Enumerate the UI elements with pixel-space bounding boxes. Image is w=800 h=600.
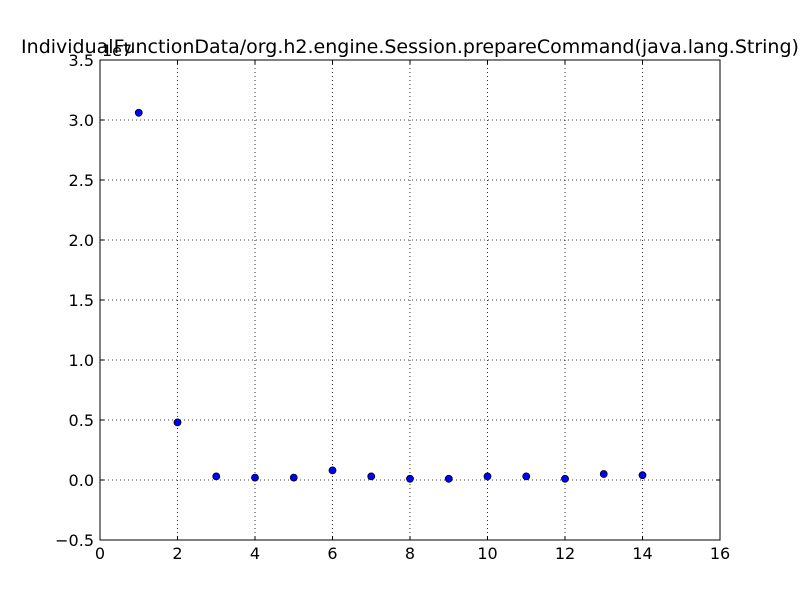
x-tick-label: 0 — [95, 544, 105, 563]
y-axis-offset-label: 1e7 — [102, 41, 132, 60]
x-tick-label: 2 — [172, 544, 182, 563]
y-tick-label: 0.5 — [69, 411, 94, 430]
data-point — [328, 466, 337, 475]
y-tick-label: 2.5 — [69, 171, 94, 190]
data-point — [444, 474, 453, 483]
y-tick-label: 2.0 — [69, 231, 94, 250]
y-tick-label: −0.5 — [55, 531, 94, 550]
chart-title: IndividualFunctionData/org.h2.engine.Ses… — [21, 36, 799, 58]
data-point — [173, 418, 182, 427]
x-tick-label: 14 — [632, 544, 652, 563]
grid-lines — [100, 60, 720, 540]
x-tick-label: 4 — [250, 544, 260, 563]
data-point — [522, 472, 531, 481]
tick-labels: 0 2 4 6 8 10 12 14 16 −0.5 0.0 0.5 1.0 1.5 2.0 2.5 3.0 3.… — [55, 51, 730, 563]
axis-ticks — [99, 59, 721, 541]
y-tick-label: 0.0 — [69, 471, 94, 490]
data-point — [289, 473, 298, 482]
data-point — [599, 470, 608, 478]
x-tick-label: 6 — [327, 544, 337, 563]
x-tick-label: 16 — [710, 544, 730, 563]
y-tick-label: 3.5 — [69, 51, 94, 70]
data-point — [561, 474, 569, 483]
y-tick-label: 1.0 — [69, 351, 94, 370]
data-point — [367, 472, 376, 481]
data-points — [134, 108, 647, 483]
y-tick-label: 1.5 — [69, 291, 94, 310]
x-tick-label: 12 — [555, 544, 575, 563]
x-tick-label: 10 — [477, 544, 497, 563]
data-point — [638, 471, 647, 480]
data-point — [483, 472, 492, 481]
data-point — [212, 472, 221, 481]
data-point — [251, 473, 259, 482]
data-point — [406, 474, 414, 483]
data-point — [134, 108, 143, 117]
y-tick-label: 3.0 — [69, 111, 94, 130]
x-tick-label: 8 — [405, 544, 415, 563]
